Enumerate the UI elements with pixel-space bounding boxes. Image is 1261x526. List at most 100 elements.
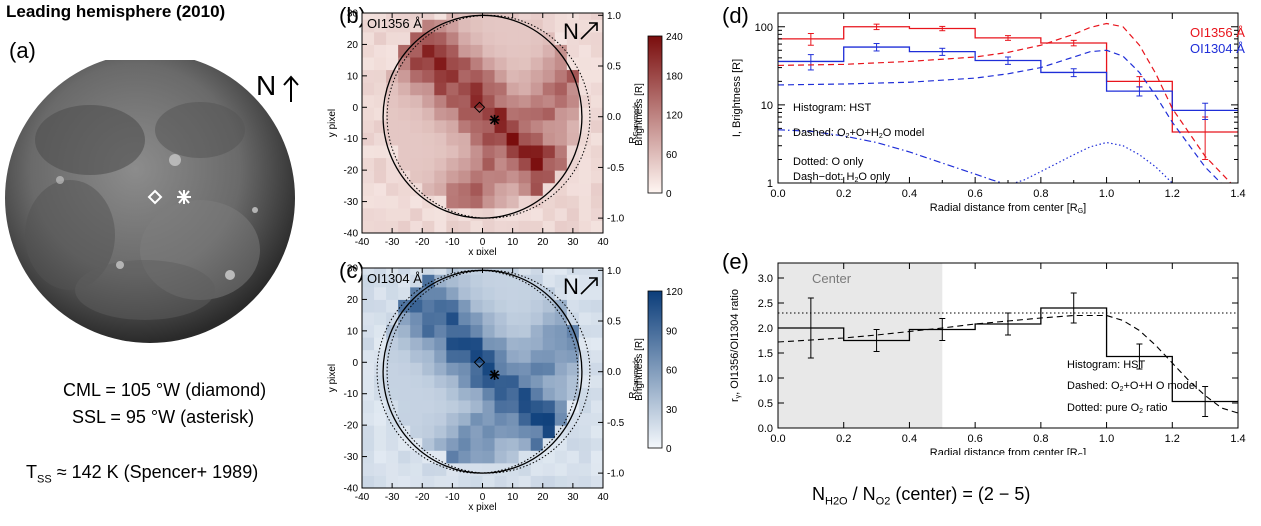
heatmap-cell [386, 387, 399, 401]
heatmap-cell [398, 170, 411, 184]
heatmap-cell [374, 324, 387, 338]
ssl-text: SSL = 95 °W (asterisk) [72, 407, 255, 427]
heatmap-cell [446, 31, 459, 45]
panel-b-map: -40 -30 -20 -10 0 10 20 30 40 -40 -30 -20 -10 0 10 20 30… [327, 9, 683, 256]
y-tick-label: 30 [347, 9, 359, 20]
y-axis-title: y pixel [327, 109, 338, 137]
heatmap-cell [566, 362, 580, 376]
heatmap-cell [470, 362, 483, 376]
heatmap-cell [374, 220, 387, 233]
heatmap-cell [482, 437, 496, 451]
heatmap-cell [422, 170, 435, 184]
colorbar [647, 35, 663, 194]
legend-oi1356: OI1356 Å [1190, 25, 1245, 40]
heatmap-cell [422, 220, 435, 233]
heatmap-cell [542, 82, 556, 96]
heatmap-cell [482, 31, 496, 45]
heatmap-cell [554, 299, 568, 313]
heatmap-cell [494, 349, 508, 363]
y-axis-title: y pixel [327, 364, 338, 392]
heatmap-cell [578, 268, 592, 275]
heatmap-cell [530, 82, 544, 96]
heatmap-cell [494, 182, 508, 196]
x-tick-label: 0.6 [967, 188, 982, 200]
heatmap-cell [470, 82, 483, 96]
heatmap-cell [446, 119, 459, 133]
heatmap-cell [506, 182, 520, 196]
heatmap-cell [494, 132, 508, 146]
heatmap-cell [542, 374, 556, 388]
heatmap-cell [530, 13, 544, 20]
heatmap-cell [470, 387, 483, 401]
heatmap-cell [374, 286, 387, 300]
heatmap-cell [578, 132, 592, 146]
heatmap-cell [362, 349, 375, 363]
x-tick-label: -20 [415, 492, 430, 503]
heatmap-cell [542, 387, 556, 401]
heatmap-cell [422, 69, 435, 83]
heatmap-cell [410, 387, 423, 401]
heatmap-cell [362, 57, 375, 71]
x-tick-label: -10 [445, 492, 460, 503]
heatmap-cell [458, 132, 471, 146]
y-tick-label: -30 [344, 452, 359, 463]
heatmap-cell [590, 299, 603, 313]
heatmap-cell [398, 274, 411, 288]
heatmap-cell [590, 400, 603, 414]
heatmap-cell [530, 132, 544, 146]
x-tick-label: 40 [597, 237, 609, 248]
center-shaded-region [778, 263, 943, 428]
heatmap-cell [590, 337, 603, 351]
heatmap-cell [362, 44, 375, 58]
heatmap-cell [434, 349, 447, 363]
heatmap-cell [470, 220, 483, 233]
heatmap-cell [362, 400, 375, 414]
heatmap-cell [518, 450, 532, 464]
heatmap-cell [494, 312, 508, 326]
heatmap-cell [458, 57, 471, 71]
heatmap-cell [518, 425, 532, 439]
heatmap-cell [446, 324, 459, 338]
x-axis-title: Radial distance from center [RG] [930, 202, 1086, 215]
heatmap-cell [374, 475, 387, 488]
heatmap-cell [542, 462, 556, 476]
heatmap-cell [386, 437, 399, 451]
heatmap-cell [566, 437, 580, 451]
plot-area [778, 22, 1238, 183]
heatmap-cell [386, 374, 399, 388]
heatmap-cell [374, 31, 387, 45]
heatmap-cell [566, 182, 580, 196]
heatmap-cell [386, 324, 399, 338]
heatmap-cell [434, 437, 447, 451]
heatmap-cell [434, 119, 447, 133]
heatmap-cell [458, 274, 471, 288]
heatmap-cell [374, 132, 387, 146]
heatmap-cell [554, 274, 568, 288]
heatmap-cell [410, 450, 423, 464]
heatmap-cell [374, 425, 387, 439]
heatmap-cell [590, 107, 603, 121]
heatmap-cell [470, 374, 483, 388]
heatmap-cell [506, 425, 520, 439]
heatmap-cell [362, 450, 375, 464]
heatmap-cell [542, 13, 556, 20]
heatmap-cell [470, 44, 483, 58]
heatmap-cell [530, 31, 544, 45]
heatmap-cell [410, 312, 423, 326]
heatmap-cell [410, 94, 423, 108]
colorbar-tick-label: 30 [666, 405, 678, 416]
heatmap-cell [362, 268, 375, 275]
heatmap-cell [398, 462, 411, 476]
heatmap-cell [578, 31, 592, 45]
heatmap-cell [386, 299, 399, 313]
heatmap-cell [470, 107, 483, 121]
heatmap-cell [590, 207, 603, 221]
heatmap-cell [506, 44, 520, 58]
panel-e-chart: Center 0.0 0.2 0.4 0.6 0.8 1.0 1.2 1.4 0.0 0.5 1.0 1… [729, 262, 1246, 455]
heatmap-cell [482, 299, 496, 313]
tss-text: TSS ≈ 142 K (Spencer+ 1989) [26, 462, 259, 486]
heatmap-cell [446, 312, 459, 326]
heatmap-cell [554, 268, 568, 275]
heatmap-cell [470, 286, 483, 300]
heatmap-cell [530, 44, 544, 58]
